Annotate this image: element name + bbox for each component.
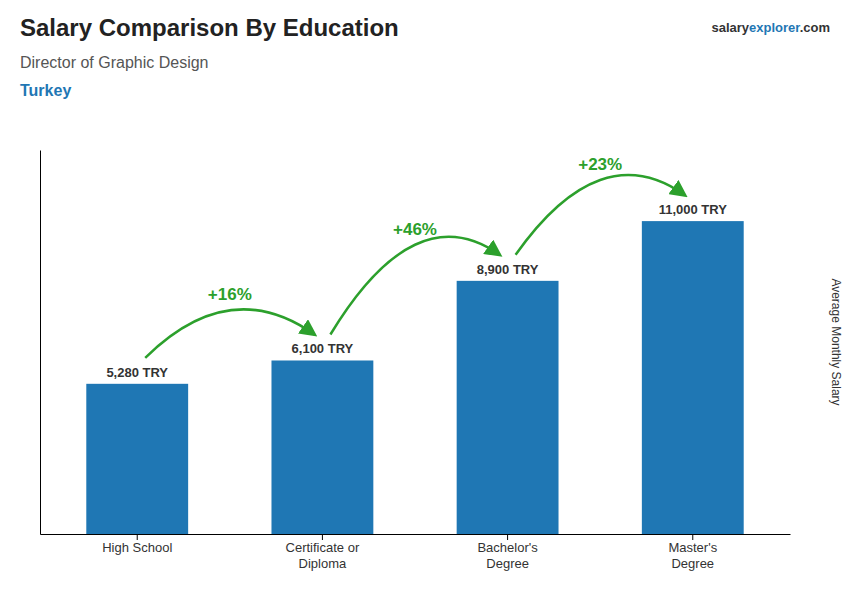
x-tick: Certificate orDiploma — [286, 534, 360, 571]
bar — [642, 221, 744, 534]
plot: High School Certificate orDiploma Bachelor… — [41, 151, 791, 572]
change-label: +23% — [578, 155, 622, 174]
x-tick-label-line: Diploma — [299, 556, 347, 571]
x-tick-mark — [692, 534, 693, 540]
x-tick-label-line: Master's — [668, 540, 717, 555]
country: Turkey — [20, 82, 71, 99]
source: salaryexplorer.com — [711, 20, 830, 35]
change-label: +16% — [208, 285, 252, 304]
x-tick-label-line: Bachelor's — [477, 540, 538, 555]
y-axis-line — [40, 151, 41, 535]
x-axis-line — [41, 534, 791, 535]
x-axis: High School Certificate orDiploma Bachelor… — [41, 534, 791, 571]
x-tick-mark — [137, 534, 138, 540]
bars — [86, 221, 743, 534]
change-arrow — [516, 175, 685, 255]
bar — [271, 360, 373, 534]
bar — [86, 384, 188, 534]
x-tick-mark — [507, 534, 508, 540]
title: Salary Comparison By Education — [20, 14, 399, 41]
subtitle: Director of Graphic Design — [20, 54, 209, 71]
x-tick-label: Bachelor'sDegree — [477, 540, 538, 571]
x-tick-label: Certificate orDiploma — [286, 540, 360, 571]
x-tick: High School — [102, 534, 172, 555]
data-label: 5,280 TRY — [106, 365, 168, 380]
x-tick-label-line: Degree — [486, 556, 529, 571]
change-arrow — [145, 309, 314, 357]
change-annotations: +16% +46% +23% — [145, 155, 685, 358]
change-label: +46% — [393, 220, 437, 239]
x-tick-mark — [322, 534, 323, 540]
data-label: 11,000 TRY — [659, 202, 728, 217]
x-tick: Bachelor'sDegree — [477, 534, 538, 571]
data-labels: 5,280 TRY 6,100 TRY 8,900 TRY 11,000 TRY — [106, 202, 727, 380]
y-axis — [40, 151, 41, 535]
x-tick-label: Master'sDegree — [668, 540, 717, 571]
x-tick-label-line: Certificate or — [286, 540, 360, 555]
x-tick: Master'sDegree — [668, 534, 717, 571]
data-label: 6,100 TRY — [292, 341, 354, 356]
bar — [457, 281, 559, 534]
x-tick-label-line: High School — [102, 540, 172, 555]
data-label: 8,900 TRY — [477, 262, 539, 277]
source-part: salary — [711, 20, 749, 35]
y-axis-title: Average Monthly Salary — [829, 278, 843, 405]
change-arrow — [330, 237, 499, 335]
chart: Salary Comparison By Education Director o… — [0, 0, 850, 606]
source-part: .com — [800, 20, 830, 35]
source-part: explorer — [749, 20, 800, 35]
x-tick-label-line: Degree — [671, 556, 714, 571]
x-tick-label: High School — [102, 540, 172, 555]
